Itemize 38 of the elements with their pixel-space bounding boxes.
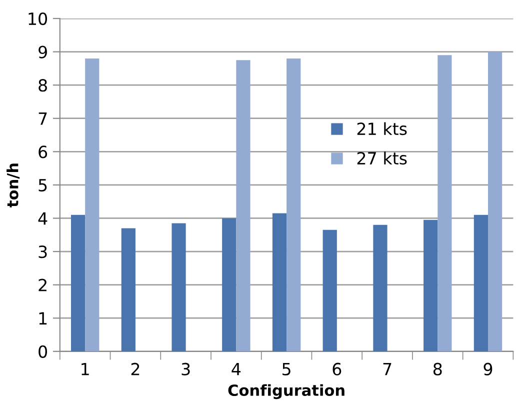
y-tick-label: 5 bbox=[38, 179, 47, 192]
y-axis-title: ton/h bbox=[6, 164, 20, 208]
bar bbox=[424, 220, 438, 352]
y-tick-label: 10 bbox=[28, 12, 47, 26]
bar bbox=[286, 58, 301, 352]
legend-label: 21 kts bbox=[357, 122, 407, 136]
x-tick-label: 3 bbox=[182, 362, 190, 376]
x-tick-label: 1 bbox=[82, 363, 89, 376]
bar bbox=[236, 60, 250, 352]
x-tick-label: 9 bbox=[484, 362, 492, 376]
bar bbox=[373, 224, 388, 352]
y-tick-label: 1 bbox=[39, 312, 47, 324]
y-tick-label: 9 bbox=[38, 46, 47, 58]
y-tick-label: 4 bbox=[38, 212, 48, 225]
y-tick-label: 8 bbox=[38, 79, 47, 92]
x-tick-label: 2 bbox=[131, 362, 140, 376]
bar bbox=[172, 223, 186, 352]
y-tick-label: 3 bbox=[38, 245, 47, 258]
y-tick-label: 7 bbox=[38, 112, 47, 125]
x-tick-label: 5 bbox=[282, 363, 290, 376]
bar bbox=[322, 230, 337, 352]
bar bbox=[438, 55, 452, 352]
bar bbox=[272, 213, 287, 352]
x-tick-label: 7 bbox=[383, 363, 392, 376]
y-tick-label: 6 bbox=[38, 146, 48, 158]
bar bbox=[70, 214, 86, 352]
y-tick-label: 2 bbox=[38, 278, 46, 292]
legend-label: 27 kts bbox=[357, 152, 407, 165]
x-tick-label: 4 bbox=[232, 363, 241, 376]
bar bbox=[85, 58, 100, 352]
x-tick-label: 8 bbox=[433, 362, 442, 376]
bar bbox=[222, 218, 236, 352]
x-tick-label: 6 bbox=[332, 362, 342, 376]
x-axis-title: Configuration bbox=[228, 384, 344, 400]
bar bbox=[488, 52, 502, 352]
bar bbox=[121, 228, 136, 352]
bar bbox=[474, 214, 488, 352]
y-tick-label: 0 bbox=[38, 345, 48, 358]
